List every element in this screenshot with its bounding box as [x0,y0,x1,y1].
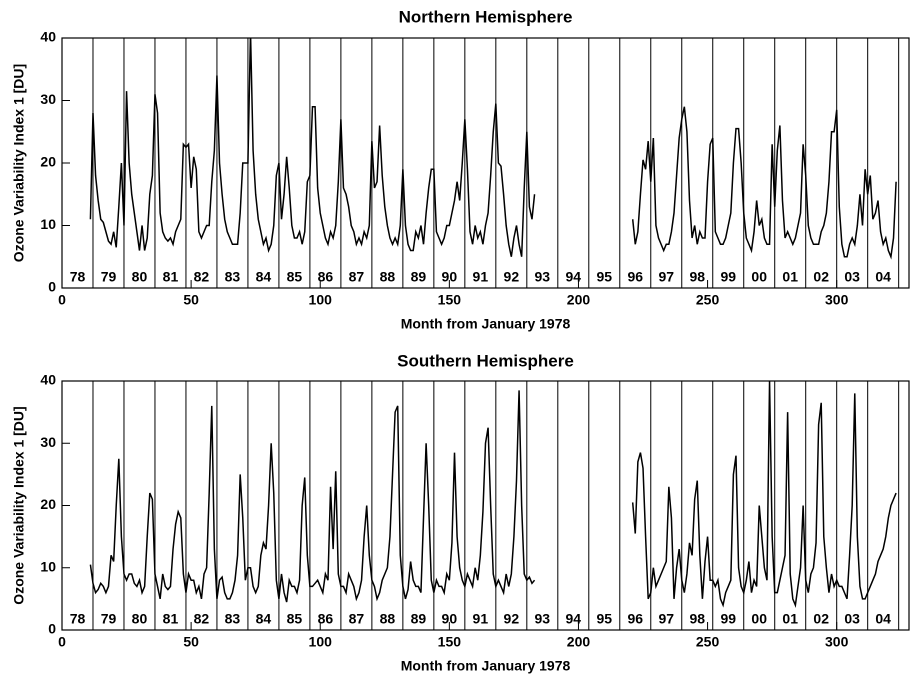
year-label: 93 [535,269,551,285]
year-label: 90 [442,269,458,285]
y-tick-label: 40 [40,372,56,388]
year-label: 85 [287,611,303,627]
year-label: 92 [504,269,520,285]
year-label: 96 [627,611,643,627]
year-label: 00 [751,269,767,285]
y-tick-label: 30 [40,434,56,450]
x-tick-label: 50 [183,292,199,308]
y-tick-label: 0 [48,621,56,637]
y-tick-label: 40 [40,29,56,45]
x-axis-title: Month from January 1978 [401,316,571,332]
x-tick-label: 250 [696,292,720,308]
year-label: 86 [318,269,334,285]
year-label: 88 [380,269,396,285]
chart-title: Southern Hemisphere [397,351,574,370]
year-label: 03 [844,611,860,627]
x-tick-label: 50 [183,634,199,650]
year-label: 87 [349,611,365,627]
x-tick-label: 100 [309,634,333,650]
year-label: 94 [566,269,582,285]
year-label: 79 [101,611,117,627]
y-axis-title: Ozone Variability Index 1 [DU] [11,64,27,262]
year-label: 87 [349,269,365,285]
year-label: 93 [535,611,551,627]
x-tick-label: 150 [438,634,462,650]
x-tick-label: 250 [696,634,720,650]
axes-frame [61,380,910,631]
year-label: 84 [256,611,272,627]
y-tick-label: 10 [40,558,56,574]
axes-frame [61,37,910,289]
year-label: 97 [658,611,674,627]
year-label: 80 [132,269,148,285]
year-label: 04 [875,269,891,285]
data-line [89,38,897,260]
y-tick-label: 30 [40,91,56,107]
year-label: 01 [782,269,798,285]
x-tick-label: 300 [825,292,849,308]
year-label: 80 [132,611,148,627]
chart-title: Northern Hemisphere [399,7,573,26]
year-label: 89 [411,269,427,285]
year-label: 84 [256,269,272,285]
y-tick-label: 0 [48,279,56,295]
panel: Southern Hemisphere Month from January 19… [11,351,910,674]
year-label: 82 [194,611,210,627]
x-axis-title: Month from January 1978 [401,658,571,674]
year-label: 83 [225,611,241,627]
year-label: 83 [225,269,241,285]
year-label: 91 [473,269,489,285]
year-label: 97 [658,269,674,285]
year-label: 00 [751,611,767,627]
year-label: 04 [875,611,891,627]
year-label: 01 [782,611,798,627]
year-label: 81 [163,269,179,285]
year-label: 99 [720,611,736,627]
year-label: 78 [70,269,86,285]
x-tick-label: 0 [58,292,66,308]
x-tick-label: 150 [438,292,462,308]
x-tick-label: 300 [825,634,849,650]
year-label: 82 [194,269,210,285]
year-label: 96 [627,269,643,285]
data-line [89,381,897,608]
y-axis-title: Ozone Variability Index 1 [DU] [11,406,27,604]
year-label: 85 [287,269,303,285]
year-label: 81 [163,611,179,627]
year-label: 99 [720,269,736,285]
year-label: 02 [813,269,829,285]
year-label: 91 [473,611,489,627]
year-label: 98 [689,269,705,285]
y-tick-label: 10 [40,216,56,232]
year-label: 86 [318,611,334,627]
x-tick-label: 200 [567,634,591,650]
year-label: 92 [504,611,520,627]
year-label: 79 [101,269,117,285]
year-label: 78 [70,611,86,627]
year-label: 95 [596,269,612,285]
panel: Northern Hemisphere Month from January 19… [11,7,910,332]
year-label: 88 [380,611,396,627]
y-tick-label: 20 [40,496,56,512]
year-label: 98 [689,611,705,627]
year-label: 89 [411,611,427,627]
x-tick-label: 0 [58,634,66,650]
year-label: 03 [844,269,860,285]
y-tick-label: 20 [40,154,56,170]
year-label: 95 [596,611,612,627]
year-label: 02 [813,611,829,627]
year-label: 94 [566,611,582,627]
x-tick-label: 100 [309,292,333,308]
year-label: 90 [442,611,458,627]
x-tick-label: 200 [567,292,591,308]
